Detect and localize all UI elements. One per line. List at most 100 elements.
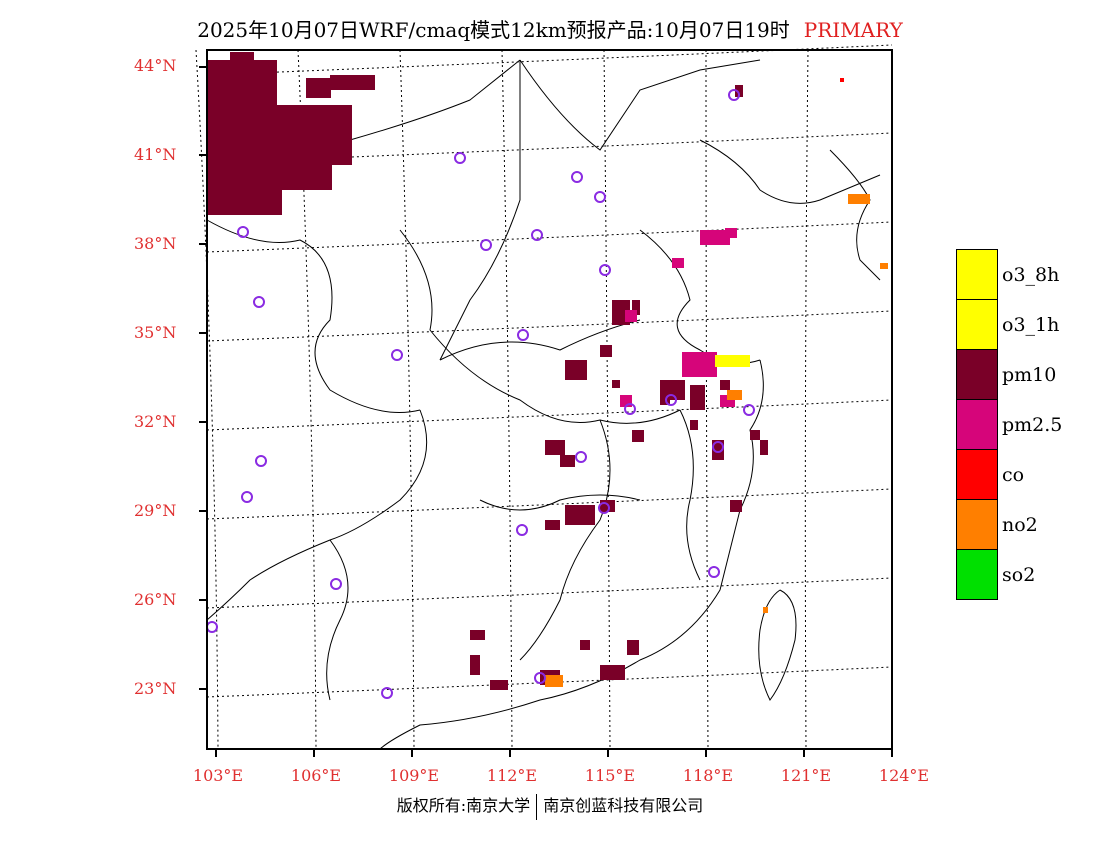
pm10-cell	[306, 78, 331, 98]
pm10-cell	[277, 105, 352, 165]
meridian-line	[297, 49, 317, 750]
legend-swatch-o3-1h	[957, 300, 997, 350]
boundary-line	[679, 409, 701, 581]
pm10-cell	[560, 455, 575, 467]
monitoring-station-marker	[571, 171, 583, 183]
pm10-cell	[580, 640, 590, 650]
monitoring-station-marker	[598, 502, 610, 514]
monitoring-station-marker	[480, 239, 492, 251]
boundary-line	[699, 139, 881, 204]
boundary-line	[758, 589, 797, 701]
pm10-cell	[470, 630, 485, 640]
monitoring-station-marker	[391, 349, 403, 361]
pm10-cell	[750, 430, 760, 440]
pm10-cell	[545, 440, 565, 455]
pm10-cell	[565, 360, 587, 380]
monitoring-station-marker	[624, 403, 636, 415]
lon-label: 112°E	[486, 766, 538, 785]
lat-label: 26°N	[134, 590, 177, 609]
pm10-cell	[565, 505, 595, 525]
legend-label: pm2.5	[1002, 414, 1063, 436]
no2-cell	[880, 263, 888, 269]
monitoring-station-marker	[708, 566, 720, 578]
pm10-cell	[712, 440, 724, 460]
pm10-cell	[632, 430, 644, 442]
pm10-cell	[600, 345, 612, 357]
lon-label: 115°E	[584, 766, 636, 785]
parallel-line	[206, 488, 893, 520]
title-primary-tag: PRIMARY	[803, 18, 903, 42]
lon-label: 106°E	[290, 766, 342, 785]
monitoring-station-marker	[381, 687, 393, 699]
boundary-line	[519, 419, 611, 661]
lon-label: 121°E	[780, 766, 832, 785]
pm25-cell	[725, 228, 737, 238]
parallel-line	[206, 221, 893, 253]
boundary-line	[379, 359, 764, 750]
pm10-cell	[330, 75, 375, 90]
monitoring-station-marker	[531, 229, 543, 241]
no2-cell	[727, 390, 742, 400]
legend-swatch-so2	[957, 550, 997, 599]
pm25-cell	[625, 310, 637, 322]
pm10-cell	[230, 52, 254, 72]
pm10-cell	[730, 500, 742, 512]
pm25-cell	[672, 258, 684, 268]
monitoring-station-marker	[594, 191, 606, 203]
boundary-line	[439, 60, 521, 361]
pm25-cell	[682, 352, 717, 377]
pm10-cell	[690, 385, 705, 410]
title-main: 2025年10月07日WRF/cmaq模式12km预报产品:10月07日19时	[197, 18, 790, 42]
legend-label: pm10	[1002, 364, 1057, 386]
legend-swatch-o3-8h	[957, 250, 997, 300]
legend-label: o3_1h	[1002, 314, 1060, 336]
lon-label: 124°E	[878, 766, 930, 785]
lat-label: 44°N	[134, 56, 177, 75]
legend-label: so2	[1002, 564, 1036, 586]
pm10-cell	[600, 665, 625, 680]
copyright-footer: 版权所有:南京大学 南京创蓝科技有限公司	[0, 792, 1100, 820]
boundary-line	[206, 409, 428, 621]
monitoring-station-marker	[728, 89, 740, 101]
pm10-cell	[735, 85, 743, 97]
pm10-cell	[470, 655, 480, 675]
boundary-line	[399, 229, 681, 424]
monitoring-station-marker	[206, 621, 218, 633]
pm10-cell	[627, 640, 639, 655]
pm10-cell	[760, 440, 768, 455]
lat-label: 35°N	[134, 323, 177, 342]
no2-cell	[545, 675, 563, 687]
pm10-cell	[207, 190, 282, 215]
boundary-line	[519, 59, 761, 151]
pm10-cell	[612, 380, 620, 388]
pm10-cell	[690, 420, 698, 430]
lat-label: 32°N	[134, 412, 177, 431]
monitoring-station-marker	[575, 451, 587, 463]
o3-cell	[715, 355, 750, 367]
co-cell	[840, 78, 844, 82]
map-frame	[206, 49, 893, 750]
meridian-line	[195, 49, 219, 750]
boundary-line	[326, 539, 349, 701]
lat-label: 41°N	[134, 145, 177, 164]
legend-swatch-no2	[957, 500, 997, 550]
legend-label: co	[1002, 464, 1025, 486]
copyright-owner: 版权所有:南京大学	[396, 796, 531, 815]
legend-swatch-co	[957, 450, 997, 500]
legend-label: no2	[1002, 514, 1038, 536]
boundary-line	[829, 149, 881, 281]
legend-swatch-pm25	[957, 400, 997, 450]
boundary-line	[206, 219, 421, 413]
meridian-line	[399, 49, 415, 750]
pm10-cell	[277, 165, 332, 190]
monitoring-station-marker	[255, 455, 267, 467]
pm10-cell	[720, 380, 730, 390]
meridian-line	[603, 49, 611, 750]
monitoring-station-marker	[253, 296, 265, 308]
boundary-line	[639, 229, 761, 364]
meridian-line	[501, 49, 513, 750]
pm10-cell	[632, 300, 640, 315]
pm10-cell	[207, 60, 277, 215]
monitoring-station-marker	[454, 152, 466, 164]
